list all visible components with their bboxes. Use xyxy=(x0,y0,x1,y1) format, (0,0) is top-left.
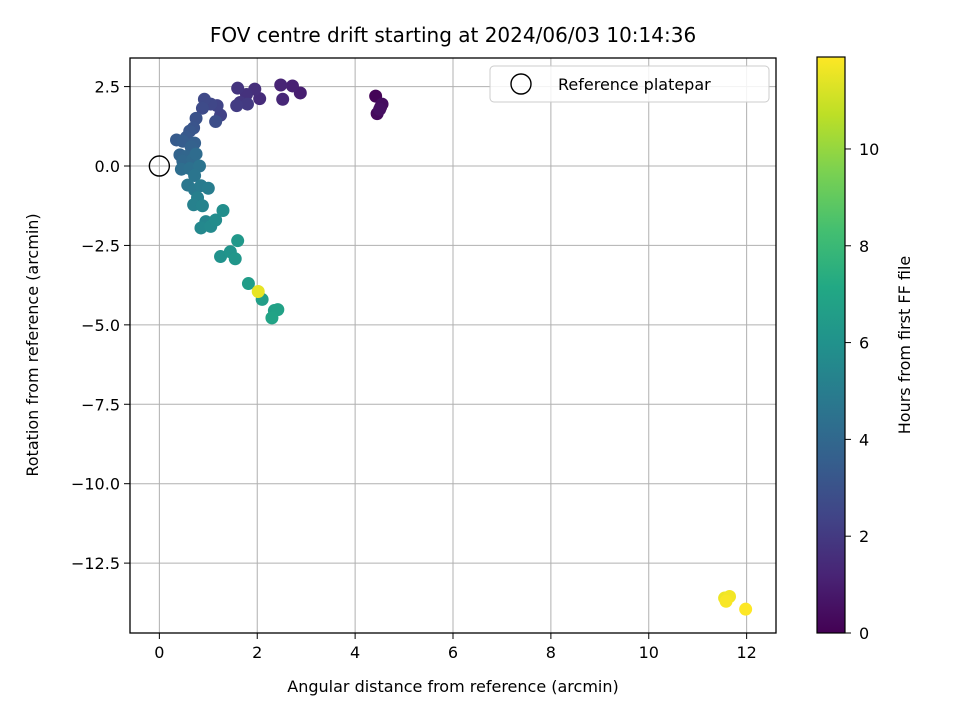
data-point xyxy=(274,78,288,92)
y-axis-label: Rotation from reference (arcmin) xyxy=(23,213,42,476)
y-tick-label: −10.0 xyxy=(71,475,120,494)
colorbar: 0 2 4 6 8 10 Hours from first FF file xyxy=(816,56,914,643)
data-point xyxy=(739,602,753,616)
x-tick-label: 12 xyxy=(736,643,756,662)
data-point xyxy=(251,284,265,298)
data-points xyxy=(169,78,753,616)
y-tick-label: −5.0 xyxy=(81,316,120,335)
colorbar-ticks: 0 2 4 6 8 10 xyxy=(845,140,879,643)
legend: Reference platepar xyxy=(489,65,770,103)
colorbar-tick-label: 10 xyxy=(859,140,879,159)
colorbar-tick-label: 6 xyxy=(859,334,869,353)
data-point xyxy=(373,102,387,116)
y-tick-label: −12.5 xyxy=(71,554,120,573)
y-tick-label: 0.0 xyxy=(95,157,120,176)
plot-gridlines xyxy=(130,58,776,633)
x-tick-label: 4 xyxy=(350,643,360,662)
legend-entry-reference: Reference platepar xyxy=(558,75,711,94)
x-tick-label: 2 xyxy=(252,643,262,662)
colorbar-tick-label: 8 xyxy=(859,237,869,256)
data-point xyxy=(265,311,279,325)
data-point xyxy=(285,79,299,93)
data-point xyxy=(195,199,209,213)
colorbar-tick-label: 4 xyxy=(859,430,869,449)
data-point xyxy=(216,203,230,217)
legend-reference-marker xyxy=(510,73,532,95)
y-tick-label: 2.5 xyxy=(95,78,120,97)
data-point xyxy=(276,92,290,106)
y-tick-label: −7.5 xyxy=(81,395,120,414)
data-point xyxy=(201,181,215,195)
x-axis-ticks: 0 2 4 6 8 10 12 xyxy=(154,633,757,662)
colorbar-gradient xyxy=(816,56,846,634)
x-tick-label: 10 xyxy=(639,643,659,662)
x-axis-label: Angular distance from reference (arcmin) xyxy=(287,677,618,696)
reference-platepar-marker xyxy=(148,155,171,177)
x-tick-label: 0 xyxy=(154,643,164,662)
chart-title: FOV centre drift starting at 2024/06/03 … xyxy=(210,23,696,47)
legend-box xyxy=(489,65,770,103)
x-tick-label: 8 xyxy=(546,643,556,662)
data-point xyxy=(719,594,733,608)
data-point xyxy=(209,213,223,227)
data-point xyxy=(228,252,242,266)
data-point xyxy=(240,97,254,111)
y-tick-label: −2.5 xyxy=(81,236,120,255)
data-point xyxy=(194,221,208,235)
colorbar-tick-label: 0 xyxy=(859,624,869,643)
data-point xyxy=(230,99,244,113)
data-point xyxy=(231,81,245,95)
data-point xyxy=(209,115,223,129)
x-tick-label: 6 xyxy=(448,643,458,662)
y-axis-ticks: 2.5 0.0 −2.5 −5.0 −7.5 −10.0 −12.5 xyxy=(71,78,130,573)
colorbar-label: Hours from first FF file xyxy=(895,256,914,435)
data-point xyxy=(189,147,203,161)
data-point xyxy=(214,250,228,264)
data-point xyxy=(195,101,209,115)
data-point xyxy=(188,169,202,183)
data-point xyxy=(241,277,255,291)
data-point xyxy=(231,234,245,248)
colorbar-tick-label: 2 xyxy=(859,527,869,546)
